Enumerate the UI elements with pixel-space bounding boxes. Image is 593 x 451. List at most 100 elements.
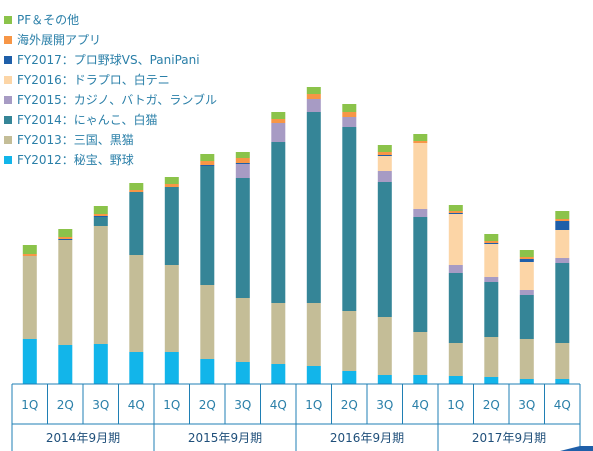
bar-segment [342, 311, 357, 371]
x-tick-label: 2Q [341, 398, 358, 412]
bar-segment [484, 377, 499, 384]
bar-segment [271, 364, 286, 384]
bar-segment [235, 158, 250, 163]
bar-segment [555, 219, 570, 221]
bar-segment [377, 171, 392, 182]
bar-segment [200, 161, 215, 165]
bar-segment [271, 142, 286, 303]
x-tick-label: 2Q [199, 398, 216, 412]
bar-segment [448, 376, 463, 384]
bar-segment [129, 190, 144, 192]
period-group-label: 2017年9月期 [472, 431, 546, 445]
bar-segment [448, 343, 463, 376]
bar-segment [519, 290, 534, 295]
legend-label: 海外展開アプリ [17, 33, 102, 47]
bar-segment [306, 87, 321, 94]
bar-segment [377, 182, 392, 317]
bar-segment [555, 343, 570, 379]
bar-segment [200, 154, 215, 161]
bar-segment [200, 166, 215, 285]
x-tick-label: 4Q [270, 398, 287, 412]
x-tick-label: 4Q [128, 398, 145, 412]
bar-segment [200, 165, 215, 166]
legend-swatch [4, 76, 12, 84]
bar-segment [235, 163, 250, 164]
x-tick-label: 4Q [412, 398, 429, 412]
legend-swatch [4, 156, 12, 164]
bar-segment [519, 379, 534, 384]
bar-segment [164, 352, 179, 384]
bar-segment [342, 127, 357, 311]
bar-segment [271, 303, 286, 364]
bar-segment [22, 339, 37, 384]
legend-item: 海外展開アプリ [4, 30, 217, 50]
bar-segment [306, 303, 321, 366]
bar-segment [448, 265, 463, 273]
bar-segment [555, 258, 570, 263]
legend-item: FY2015：カジノ、バトガ、ランブル [4, 90, 217, 110]
bar-segment [22, 245, 37, 254]
bar-segment [342, 104, 357, 112]
bar-segment [58, 237, 73, 239]
bar-segment [413, 143, 428, 209]
bar-segment [235, 152, 250, 158]
bar-segment [129, 183, 144, 190]
bar-segment [413, 134, 428, 141]
bar-segment [448, 273, 463, 343]
bar-segment [519, 295, 534, 339]
bar-segment [271, 119, 286, 123]
bar-segment [235, 298, 250, 362]
x-tick-label: 1Q [163, 398, 180, 412]
bar-segment [413, 332, 428, 375]
legend-swatch [4, 116, 12, 124]
bar-segment [484, 243, 499, 244]
period-group-label: 2014年9月期 [46, 431, 120, 445]
x-tick-label: 4Q [554, 398, 571, 412]
corner-decoration [560, 446, 593, 451]
legend-item: PF＆その他 [4, 10, 217, 30]
x-tick-label: 2Q [483, 398, 500, 412]
bar-segment [448, 205, 463, 211]
bar-segment [58, 240, 73, 345]
bar-segment [555, 230, 570, 258]
bar-segment [235, 178, 250, 298]
legend-swatch [4, 56, 12, 64]
bar-segment [93, 226, 108, 344]
legend-item: FY2013：三国、黒猫 [4, 130, 217, 150]
x-tick-label: 3Q [92, 398, 109, 412]
bar-segment [22, 254, 37, 256]
legend-item: FY2014：にゃんこ、白猫 [4, 110, 217, 130]
bar-segment [484, 234, 499, 241]
bar-segment [129, 255, 144, 352]
bar-segment [58, 345, 73, 384]
legend-swatch [4, 96, 12, 104]
bar-segment [306, 94, 321, 99]
bar-segment [413, 209, 428, 217]
legend-label: FY2015：カジノ、バトガ、ランブル [17, 93, 218, 107]
bar-segment [93, 217, 108, 226]
period-group-label: 2015年9月期 [188, 431, 262, 445]
bar-segment [271, 112, 286, 119]
bar-segment [22, 256, 37, 339]
bar-segment [377, 145, 392, 152]
bar-segment [93, 214, 108, 216]
legend-label: PF＆その他 [17, 13, 80, 27]
bar-segment [484, 337, 499, 377]
bar-segment [377, 375, 392, 384]
bar-segment [377, 155, 392, 156]
bar-segment [342, 371, 357, 384]
legend-swatch [4, 136, 12, 144]
bar-segment [519, 339, 534, 379]
bar-segment [271, 123, 286, 142]
bar-segment [235, 362, 250, 384]
bar-segment [377, 317, 392, 375]
legend-label: FY2017：プロ野球VS、PaniPani [17, 53, 200, 67]
bar-segment [129, 352, 144, 384]
x-tick-label: 2Q [57, 398, 74, 412]
bar-segment [164, 184, 179, 187]
bar-segment [58, 239, 73, 240]
bar-segment [164, 265, 179, 352]
bar-segment [555, 263, 570, 343]
legend-label: FY2013：三国、黒猫 [17, 133, 134, 147]
